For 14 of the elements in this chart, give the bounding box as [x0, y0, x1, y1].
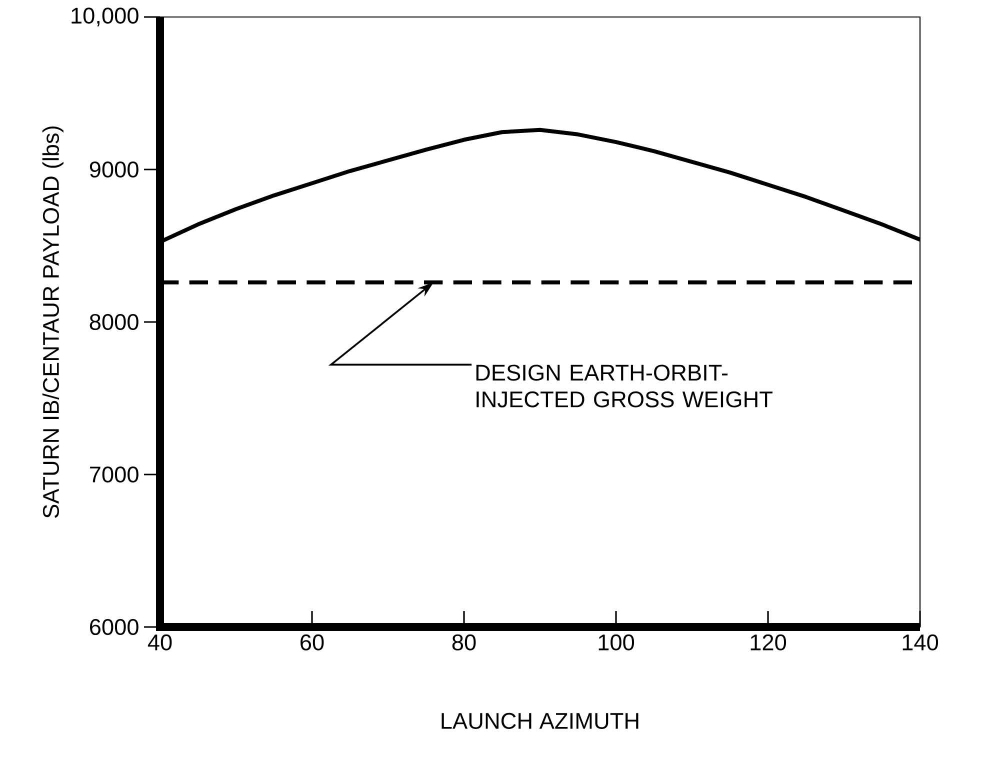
x-tick-label: 120	[750, 634, 786, 650]
x-tick-label: 40	[148, 634, 172, 650]
y-tick-label: 6000	[90, 618, 138, 636]
y-tick-label: 8000	[90, 314, 138, 330]
y-axis-title: SATURN IB/CENTAUR PAYLOAD (lbs)	[42, 126, 64, 518]
x-tick-label: 80	[452, 634, 476, 650]
y-tick-label: 10,000	[72, 8, 138, 26]
x-axis-title: LAUNCH AZIMUTH	[442, 712, 638, 729]
x-tick-label: 140	[902, 634, 938, 650]
x-tick-label: 100	[598, 634, 634, 650]
y-tick-label: 7000	[90, 466, 138, 483]
x-tick-label: 60	[300, 634, 324, 650]
y-tick-label: 9000	[90, 161, 138, 178]
ref-line-label: DESIGN EARTH-ORBIT- INJECTED GROSS WEIGHT	[476, 364, 772, 408]
